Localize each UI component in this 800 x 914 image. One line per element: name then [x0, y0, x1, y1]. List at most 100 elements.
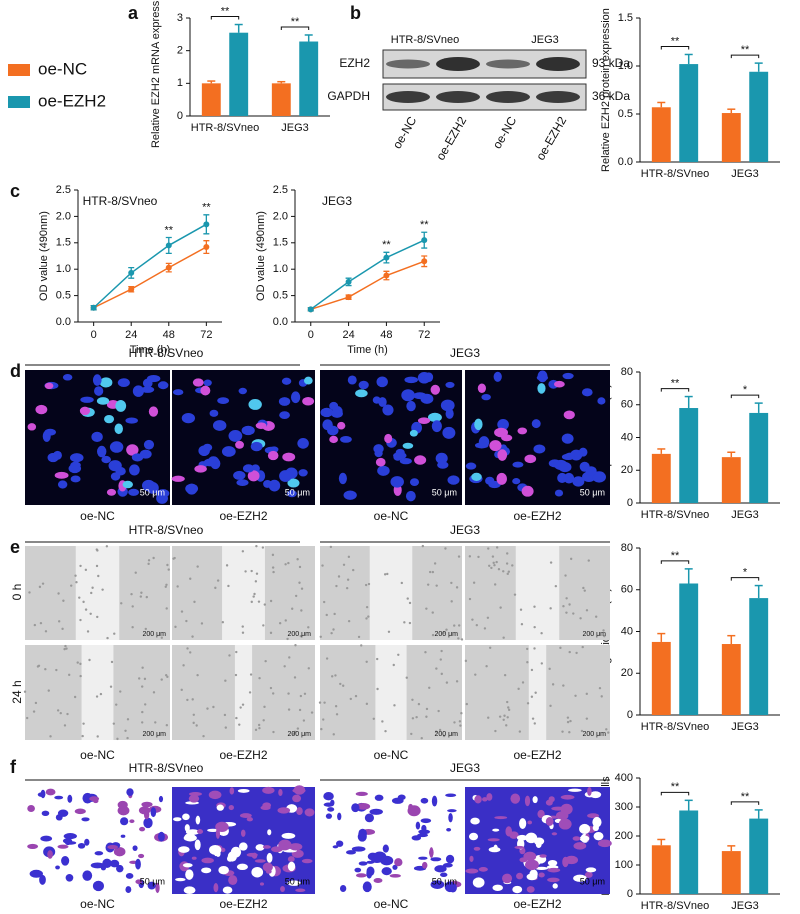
cell	[581, 645, 584, 649]
cell	[255, 572, 259, 575]
cell	[193, 600, 196, 604]
gap	[238, 842, 248, 851]
cell	[39, 874, 46, 885]
gap	[262, 786, 275, 794]
cell	[96, 615, 99, 619]
cell	[106, 636, 109, 640]
significance-label: **	[291, 16, 300, 28]
cell	[603, 634, 606, 638]
cell	[602, 629, 605, 632]
cell	[408, 803, 414, 811]
nucleus	[343, 490, 357, 500]
cell	[214, 586, 217, 590]
nucleus	[186, 483, 198, 495]
nucleus	[565, 452, 575, 460]
cell	[415, 821, 421, 830]
cell	[457, 555, 461, 558]
cell	[172, 557, 175, 560]
nucleus	[106, 488, 117, 496]
nucleus	[517, 427, 528, 435]
gap	[277, 807, 291, 814]
nucleus	[117, 378, 130, 388]
cell	[364, 583, 368, 587]
nucleus	[512, 478, 521, 485]
nucleus	[435, 452, 448, 464]
cell	[239, 706, 242, 709]
cell	[429, 848, 434, 857]
cell	[549, 607, 552, 610]
cell	[131, 605, 134, 608]
cell	[112, 722, 116, 725]
cell	[120, 834, 126, 838]
cell	[99, 692, 103, 696]
cell	[125, 873, 134, 879]
cell	[143, 817, 153, 829]
cell	[503, 673, 507, 677]
nucleus	[401, 389, 415, 402]
nucleus	[57, 480, 68, 489]
panel-letter: d	[10, 361, 21, 381]
cell	[74, 808, 86, 815]
cell	[75, 581, 78, 584]
nucleus	[44, 382, 54, 390]
scale-bar-label: 200 μm	[143, 631, 167, 638]
nucleus	[375, 457, 386, 467]
nucleus	[474, 418, 483, 431]
nucleus	[108, 460, 122, 472]
nucleus	[255, 422, 267, 429]
x-tick-label: JEG3	[731, 721, 759, 733]
cell	[227, 584, 230, 588]
gap	[228, 875, 238, 886]
cell	[582, 586, 585, 590]
gap	[304, 808, 315, 817]
blot-group: JEG3	[531, 34, 559, 46]
cell	[157, 831, 165, 842]
significance-label: **	[420, 219, 429, 231]
cell	[440, 872, 448, 878]
cell	[425, 715, 428, 718]
cell	[405, 676, 408, 679]
gap	[474, 795, 482, 804]
cell-layer	[252, 645, 315, 740]
bar	[721, 113, 741, 162]
cell	[337, 575, 341, 578]
blot-band	[386, 59, 430, 69]
gap	[280, 885, 285, 892]
cell	[307, 626, 310, 629]
panel-letter: f	[10, 757, 17, 777]
cell	[494, 729, 497, 733]
cell	[447, 809, 457, 813]
bar	[749, 412, 769, 503]
blot-lane: oe-NC	[490, 114, 520, 151]
gap	[470, 817, 480, 825]
cell	[90, 862, 105, 869]
cell	[330, 631, 333, 635]
nucleus	[156, 492, 168, 504]
cell	[34, 701, 38, 705]
significance-label: **	[382, 239, 391, 251]
blot-band	[436, 91, 480, 103]
cell	[493, 583, 497, 586]
gap	[488, 846, 501, 853]
gap	[478, 867, 488, 872]
cell	[358, 828, 367, 839]
gap	[184, 833, 196, 841]
cell	[174, 625, 177, 629]
cell	[89, 796, 100, 802]
cell	[430, 880, 445, 889]
cell	[97, 574, 100, 578]
gap	[201, 867, 212, 874]
cell	[32, 710, 36, 713]
cell	[92, 880, 104, 892]
cell	[152, 691, 156, 694]
cell	[154, 721, 157, 724]
significance-label: **	[221, 5, 230, 17]
cell	[487, 716, 490, 719]
cell	[139, 826, 146, 832]
nucleus	[548, 459, 561, 468]
cell	[455, 586, 459, 589]
gap	[227, 851, 237, 862]
gap	[514, 845, 525, 849]
gap	[175, 877, 186, 882]
condition-label: oe-NC	[80, 509, 115, 523]
